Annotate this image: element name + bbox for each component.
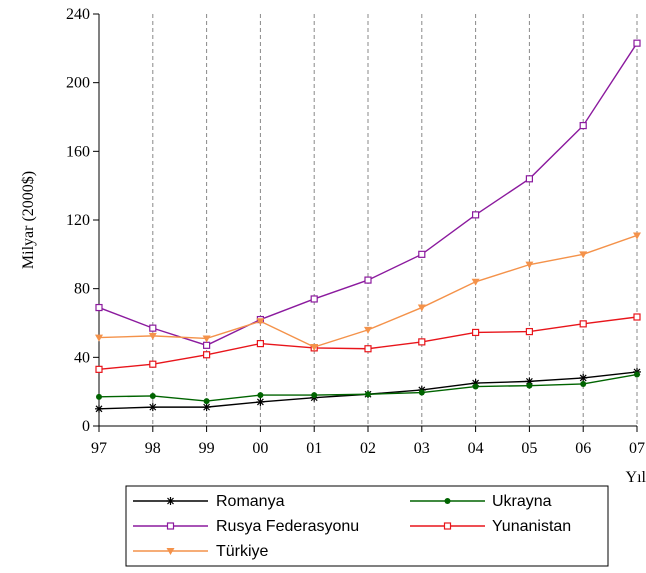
x-tick-label-02: 02 [360, 440, 376, 457]
point-romanya-99 [202, 403, 211, 412]
x-tick-label-01: 01 [306, 440, 322, 457]
point-ukrayna-07 [634, 371, 640, 378]
point-rusya-federasyonu-97 [95, 303, 103, 312]
series-lines [95, 39, 641, 413]
point-ukrayna-03 [418, 389, 425, 396]
x-tick-label-04: 04 [468, 440, 484, 457]
point-yunanistan-04 [472, 328, 480, 337]
point-t-rkiye-97 [95, 334, 103, 342]
point-t-rkiye-06 [579, 251, 588, 259]
vertical-gridlines [152, 14, 638, 426]
point-yunanistan-06 [579, 320, 587, 328]
point-rusya-federasyonu-02 [364, 276, 372, 284]
point-rusya-federasyonu-01 [310, 295, 318, 303]
point-t-rkiye-07 [633, 232, 641, 240]
x-tick-label-03: 03 [414, 440, 430, 457]
point-t-rkiye-02 [364, 326, 372, 334]
y-tick-label-40: 40 [74, 349, 90, 366]
legend-label-ukrayna: Ukrayna [492, 493, 552, 510]
point-t-rkiye-03 [417, 304, 426, 312]
point-t-rkiye-05 [525, 261, 534, 269]
legend-label-yunanistan: Yunanistan [492, 518, 571, 535]
point-yunanistan-03 [418, 338, 426, 346]
y-tick-label-80: 80 [74, 281, 90, 298]
y-tick-label-240: 240 [66, 6, 90, 23]
point-rusya-federasyonu-98 [149, 324, 157, 332]
point-rusya-federasyonu-06 [579, 121, 587, 130]
x-tick-label-97: 97 [91, 440, 107, 457]
point-yunanistan-97 [95, 365, 103, 373]
legend-marker-romanya [166, 497, 175, 505]
legend-marker-rusya-federasyonu [166, 522, 175, 530]
legend-label-rusya-federasyonu: Rusya Federasyonu [216, 518, 359, 535]
point-rusya-federasyonu-99 [203, 341, 211, 349]
point-ukrayna-98 [149, 392, 156, 399]
point-romanya-06 [579, 373, 588, 382]
point-rusya-federasyonu-03 [418, 250, 426, 258]
point-t-rkiye-01 [310, 344, 319, 352]
series-line-rusya-federasyonu [98, 42, 638, 347]
x-tick-label-00: 00 [252, 440, 268, 457]
y-axis-title: Milyar (2000$) [20, 171, 37, 269]
y-tick-label-120: 120 [66, 212, 90, 229]
y-tick-label-0: 0 [82, 418, 90, 435]
point-ukrayna-01 [311, 392, 318, 399]
point-t-rkiye-99 [202, 335, 211, 343]
x-tick-label-05: 05 [521, 440, 537, 457]
point-ukrayna-04 [472, 383, 479, 390]
point-ukrayna-00 [257, 392, 264, 399]
point-yunanistan-07 [633, 313, 641, 321]
x-tick-label-07: 07 [629, 440, 645, 457]
legend-label-t-rkiye: Türkiye [216, 543, 269, 560]
point-yunanistan-99 [203, 351, 211, 359]
y-tick-label-160: 160 [66, 143, 90, 160]
x-tick-label-06: 06 [575, 440, 591, 457]
x-axis-title: Yıl [626, 469, 646, 486]
legend-marker-t-rkiye [166, 548, 175, 555]
point-ukrayna-02 [365, 391, 371, 398]
legend-marker-yunanistan [443, 522, 452, 530]
x-tick-label-98: 98 [145, 440, 161, 457]
point-t-rkiye-00 [256, 318, 265, 326]
legend-label-romanya: Romanya [216, 493, 285, 510]
point-yunanistan-05 [525, 327, 534, 336]
point-romanya-97 [95, 404, 103, 413]
point-rusya-federasyonu-05 [525, 175, 534, 183]
y-tick-label-200: 200 [66, 75, 90, 92]
point-yunanistan-00 [256, 340, 264, 348]
point-yunanistan-02 [364, 345, 372, 353]
axes: 0 40 80 120 160 200 240 97 98 99 00 01 02 03 04 05 06 07 [66, 6, 645, 457]
legend: Romanya Ukrayna Rusya Federasyonu Yunanista… [125, 485, 609, 567]
point-romanya-00 [256, 397, 265, 406]
point-ukrayna-06 [580, 380, 587, 387]
legend-marker-ukrayna [444, 498, 451, 504]
point-ukrayna-05 [526, 382, 533, 389]
point-romanya-05 [525, 377, 534, 386]
point-rusya-federasyonu-07 [633, 39, 641, 47]
point-yunanistan-98 [149, 360, 157, 368]
point-romanya-98 [148, 403, 157, 412]
x-tick-label-99: 99 [199, 440, 215, 457]
point-rusya-federasyonu-04 [472, 211, 480, 219]
point-t-rkiye-98 [148, 332, 157, 340]
point-ukrayna-99 [203, 398, 210, 405]
point-ukrayna-97 [96, 393, 102, 400]
point-t-rkiye-04 [471, 278, 480, 286]
